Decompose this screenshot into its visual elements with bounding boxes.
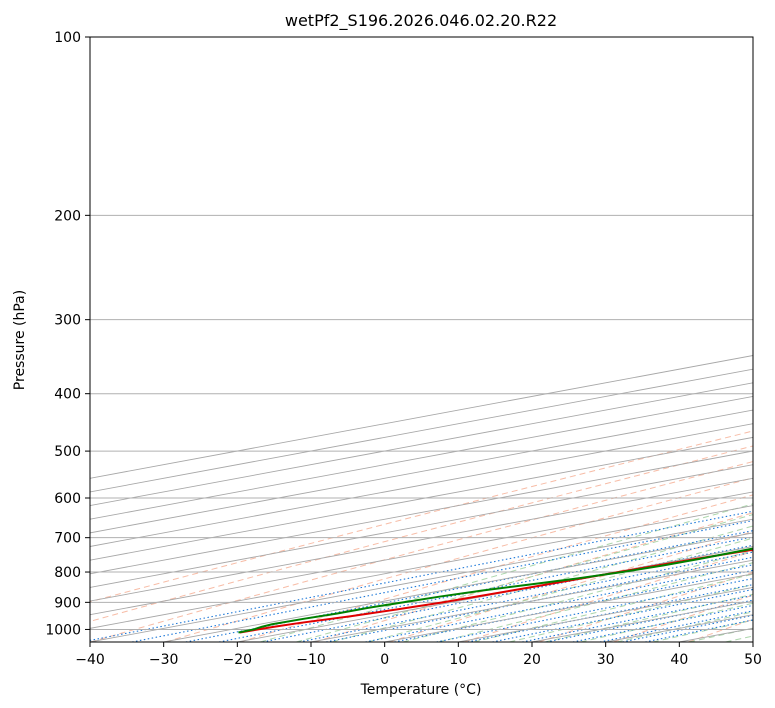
isotherm-line bbox=[90, 436, 753, 561]
y-tick-label: 700 bbox=[54, 531, 81, 547]
y-tick-label: 900 bbox=[54, 595, 81, 611]
y-tick-label: 200 bbox=[54, 208, 81, 224]
dry-adiabat-line bbox=[90, 461, 753, 642]
moist-adiabat-line bbox=[438, 562, 753, 642]
x-axis: −40 −30 −20 −10 0 10 20 30 40 50 bbox=[75, 642, 762, 668]
x-tick-label: 0 bbox=[380, 652, 389, 668]
isotherm-line bbox=[90, 477, 753, 602]
profile-series bbox=[238, 547, 753, 634]
isotherm-line bbox=[90, 423, 753, 547]
moist-adiabat-line bbox=[367, 537, 753, 642]
plot-frame bbox=[89, 36, 754, 643]
dry-adiabat-line bbox=[389, 531, 753, 642]
isotherm-line bbox=[90, 464, 753, 588]
mixing-ratio-line bbox=[218, 536, 753, 642]
x-tick-label: 40 bbox=[670, 652, 688, 668]
y-tick-label: 1000 bbox=[45, 622, 81, 638]
mixing-ratio-line bbox=[622, 614, 753, 642]
x-tick-label: 10 bbox=[449, 652, 467, 668]
pressure-gridlines bbox=[90, 37, 753, 630]
mixing-ratio-line bbox=[90, 510, 753, 641]
y-tick-label: 800 bbox=[54, 565, 81, 581]
x-tick-label: −10 bbox=[296, 652, 326, 668]
moist-adiabat-line bbox=[473, 573, 753, 642]
y-axis: 100 200 300 400 500 600 700 800 900 1000 bbox=[45, 30, 90, 638]
x-tick-label: −30 bbox=[149, 652, 179, 668]
dry-adiabat-line bbox=[165, 477, 753, 642]
isotherms bbox=[90, 355, 753, 642]
mixing-ratio-line bbox=[299, 551, 753, 642]
y-tick-label: 300 bbox=[54, 313, 81, 329]
plot-area: 0.10.20.40.611.52346810131620253036-100-… bbox=[90, 37, 753, 642]
mixing-ratio-lines bbox=[90, 510, 753, 642]
dry-adiabat-line bbox=[538, 572, 753, 642]
isotherm-line bbox=[90, 491, 753, 616]
isotherm-line bbox=[90, 450, 753, 575]
y-tick-label: 400 bbox=[54, 387, 81, 403]
x-tick-label: 50 bbox=[744, 652, 762, 668]
temperature-profile-line bbox=[239, 548, 753, 634]
x-tick-label: 20 bbox=[523, 652, 541, 668]
x-tick-label: −20 bbox=[223, 652, 253, 668]
dry-adiabat-line bbox=[613, 594, 753, 642]
mixing-ratio-line bbox=[262, 544, 753, 642]
x-tick-label: −40 bbox=[75, 652, 105, 668]
x-tick-label: 30 bbox=[597, 652, 615, 668]
moist-adiabat-line bbox=[402, 550, 753, 642]
moist-adiabat-line bbox=[296, 514, 753, 642]
mixing-ratio-line bbox=[325, 556, 753, 642]
isotherm-line bbox=[90, 505, 753, 629]
y-tick-label: 500 bbox=[54, 444, 81, 460]
y-tick-label: 100 bbox=[54, 30, 81, 46]
chart-title: wetPf2_S196.2026.046.02.20.R22 bbox=[285, 11, 557, 31]
moist-adiabat-line bbox=[544, 593, 753, 642]
mixing-ratio-line bbox=[365, 564, 753, 642]
isotherm-line bbox=[90, 518, 753, 642]
dewpoint-profile-line bbox=[238, 547, 753, 634]
y-axis-label: Pressure (hPa) bbox=[12, 290, 28, 390]
y-tick-label: 600 bbox=[54, 491, 81, 507]
x-axis-label: Temperature (°C) bbox=[360, 682, 482, 698]
isotherm-line bbox=[163, 532, 753, 642]
